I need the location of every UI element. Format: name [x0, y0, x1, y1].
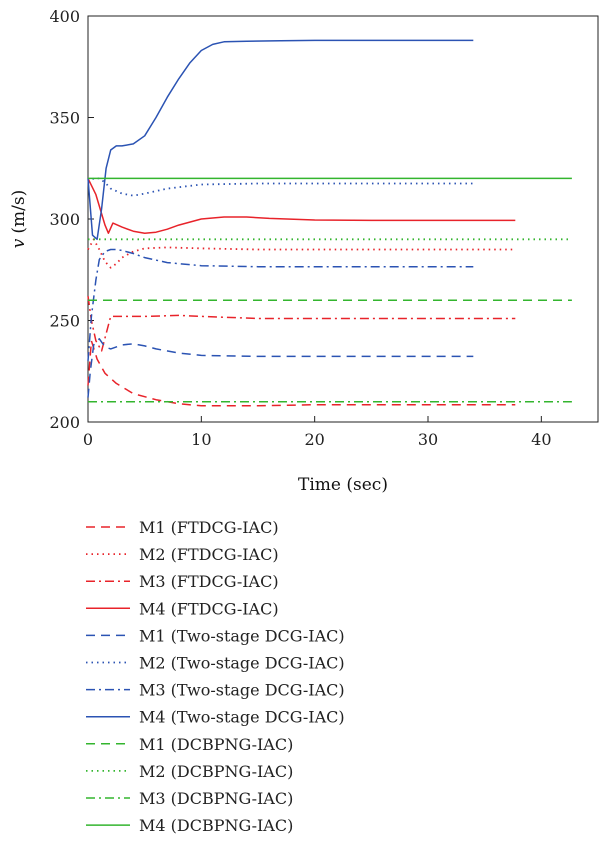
- x-tick-label: 40: [531, 430, 551, 449]
- y-tick-label: 300: [49, 210, 80, 229]
- x-tick-label: 10: [191, 430, 211, 449]
- x-axis-label: Time (sec): [298, 475, 388, 495]
- legend-label: M1 (DCBPNG-IAC): [139, 735, 293, 754]
- y-tick-label: 350: [49, 109, 80, 128]
- x-tick-label: 0: [83, 430, 93, 449]
- legend-label: M2 (Two-stage DCG-IAC): [139, 654, 345, 673]
- series-line-7: [87, 248, 474, 362]
- y-axis-symbol: v: [9, 238, 29, 248]
- series-line-3: [87, 295, 516, 352]
- plot-area: [87, 15, 599, 423]
- chart-series: [87, 39, 572, 407]
- y-tick-label: 200: [49, 413, 80, 432]
- legend-label: M1 (Two-stage DCG-IAC): [139, 626, 345, 645]
- legend: M1 (FTDCG-IAC) M2 (FTDCG-IAC) M3 (FTDCG-IA…: [86, 518, 345, 835]
- axis-ticks: 0 10 20 30 40 200 250 300 350 400: [49, 7, 551, 449]
- legend-label: M4 (FTDCG-IAC): [139, 599, 279, 618]
- series-line-5: [87, 338, 474, 398]
- legend-label: M1 (FTDCG-IAC): [139, 518, 279, 537]
- legend-label: M3 (Two-stage DCG-IAC): [139, 681, 345, 700]
- legend-label: M4 (DCBPNG-IAC): [139, 816, 293, 835]
- series-line-4: [87, 178, 516, 234]
- y-tick-label: 400: [49, 7, 80, 26]
- series-line-8: [87, 39, 474, 241]
- x-tick-label: 30: [418, 430, 438, 449]
- legend-label: M4 (Two-stage DCG-IAC): [139, 708, 345, 727]
- legend-label: M2 (FTDCG-IAC): [139, 545, 279, 564]
- legend-label: M2 (DCBPNG-IAC): [139, 762, 293, 781]
- legend-label: M3 (DCBPNG-IAC): [139, 789, 293, 808]
- legend-label: M3 (FTDCG-IAC): [139, 572, 279, 591]
- x-tick-label: 20: [304, 430, 324, 449]
- series-line-1: [87, 340, 516, 407]
- y-axis-unit: (m/s): [9, 190, 29, 234]
- series-line-2: [87, 238, 516, 269]
- y-axis-label: v (m/s): [9, 190, 29, 248]
- y-tick-label: 250: [49, 312, 80, 331]
- series-line-6: [87, 177, 474, 197]
